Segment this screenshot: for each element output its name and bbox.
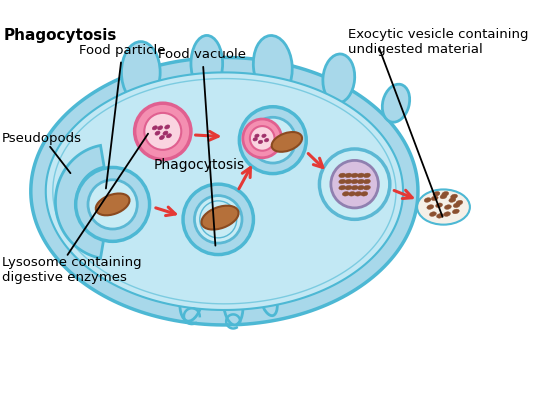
Polygon shape — [53, 78, 396, 304]
Ellipse shape — [363, 186, 370, 190]
Circle shape — [200, 201, 237, 238]
Ellipse shape — [258, 140, 263, 144]
Circle shape — [135, 103, 191, 160]
Ellipse shape — [453, 203, 460, 208]
Ellipse shape — [357, 186, 364, 190]
Text: Phagocytosis: Phagocytosis — [154, 158, 245, 172]
Ellipse shape — [163, 131, 168, 135]
Ellipse shape — [445, 205, 451, 209]
Circle shape — [183, 184, 254, 254]
Ellipse shape — [264, 138, 269, 142]
Polygon shape — [46, 72, 403, 310]
Ellipse shape — [96, 194, 129, 215]
Ellipse shape — [167, 134, 172, 138]
Ellipse shape — [262, 134, 266, 138]
Ellipse shape — [342, 192, 349, 196]
Ellipse shape — [355, 192, 362, 196]
Ellipse shape — [260, 282, 277, 316]
Ellipse shape — [155, 131, 160, 135]
Ellipse shape — [272, 132, 302, 152]
Ellipse shape — [165, 125, 169, 129]
Circle shape — [194, 196, 242, 243]
Ellipse shape — [223, 283, 243, 325]
Ellipse shape — [339, 179, 346, 184]
Ellipse shape — [440, 194, 447, 199]
Ellipse shape — [382, 84, 409, 122]
Text: Exocytic vesicle containing
undigested material: Exocytic vesicle containing undigested m… — [348, 28, 528, 56]
Ellipse shape — [424, 198, 431, 202]
Ellipse shape — [351, 179, 358, 184]
Ellipse shape — [363, 179, 370, 184]
Ellipse shape — [452, 209, 459, 214]
Ellipse shape — [180, 272, 204, 321]
Circle shape — [144, 113, 181, 150]
Ellipse shape — [357, 179, 364, 184]
Text: Food particle: Food particle — [79, 44, 166, 188]
Polygon shape — [55, 146, 104, 258]
Ellipse shape — [157, 126, 162, 130]
Circle shape — [239, 107, 306, 174]
Polygon shape — [31, 58, 418, 325]
Circle shape — [75, 168, 149, 241]
Ellipse shape — [451, 194, 458, 199]
Ellipse shape — [427, 205, 434, 209]
Circle shape — [319, 149, 390, 219]
Ellipse shape — [255, 134, 259, 138]
Ellipse shape — [153, 126, 157, 130]
Ellipse shape — [323, 54, 355, 103]
Ellipse shape — [339, 173, 346, 178]
Ellipse shape — [345, 173, 352, 178]
Ellipse shape — [254, 36, 292, 97]
Ellipse shape — [339, 186, 346, 190]
Ellipse shape — [431, 196, 438, 200]
Ellipse shape — [351, 186, 358, 190]
Ellipse shape — [435, 203, 443, 208]
Ellipse shape — [430, 212, 437, 216]
Ellipse shape — [351, 173, 358, 178]
Circle shape — [250, 126, 275, 151]
Text: Pseudopods: Pseudopods — [2, 132, 82, 145]
Circle shape — [331, 160, 378, 208]
Text: Phagocytosis: Phagocytosis — [3, 28, 117, 42]
Ellipse shape — [349, 192, 356, 196]
Ellipse shape — [437, 214, 444, 218]
Ellipse shape — [122, 42, 160, 103]
Ellipse shape — [444, 212, 451, 216]
Text: Food vacuole: Food vacuole — [159, 48, 247, 246]
Ellipse shape — [449, 198, 456, 202]
Ellipse shape — [357, 173, 364, 178]
Ellipse shape — [191, 36, 223, 92]
Text: Lysosome containing
digestive enzymes: Lysosome containing digestive enzymes — [2, 256, 141, 284]
Ellipse shape — [345, 186, 352, 190]
Ellipse shape — [160, 136, 165, 140]
Circle shape — [88, 180, 137, 229]
Ellipse shape — [201, 206, 238, 230]
Ellipse shape — [361, 192, 368, 196]
Ellipse shape — [253, 138, 257, 141]
Ellipse shape — [345, 179, 352, 184]
Ellipse shape — [433, 192, 440, 196]
Circle shape — [250, 117, 296, 163]
Circle shape — [243, 119, 282, 158]
Ellipse shape — [442, 192, 449, 196]
Ellipse shape — [363, 173, 370, 178]
Ellipse shape — [417, 190, 470, 225]
Ellipse shape — [456, 200, 463, 205]
